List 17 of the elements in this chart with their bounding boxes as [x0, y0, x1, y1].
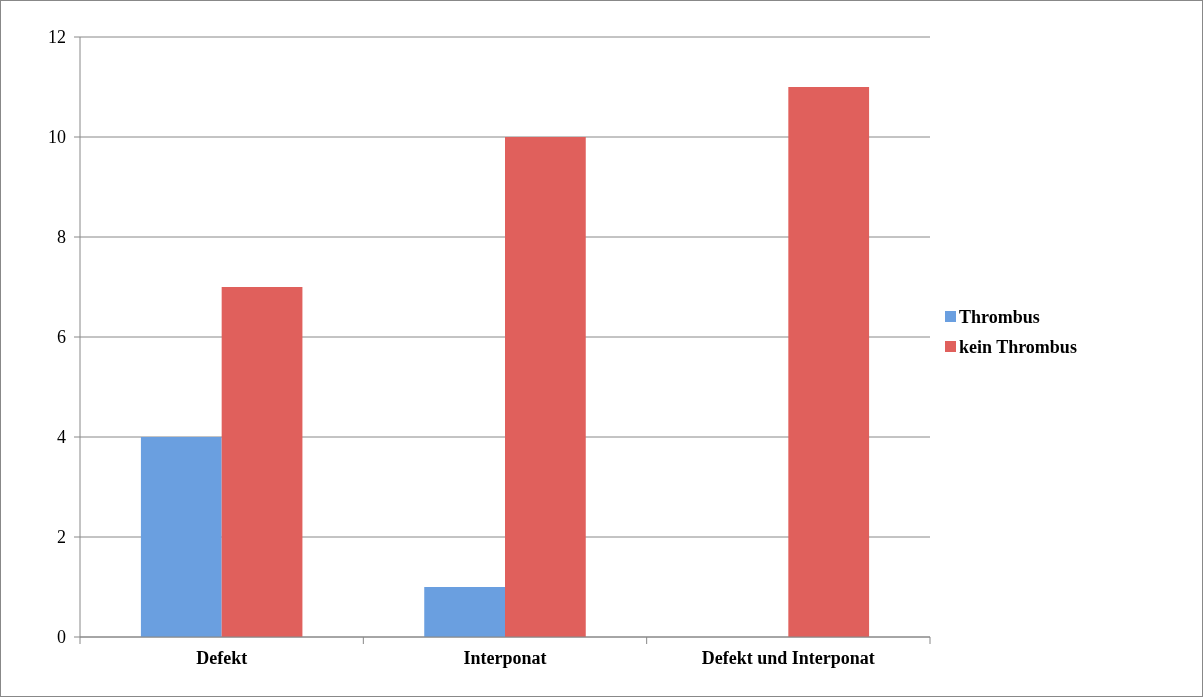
x-tick-label: Defekt und Interponat	[701, 648, 875, 668]
bar	[221, 287, 303, 637]
bar	[788, 87, 870, 637]
bar	[140, 437, 222, 637]
bar	[505, 137, 586, 637]
y-tick-label: 10	[48, 127, 66, 148]
y-tick-label: 4	[57, 427, 66, 448]
legend-label: Thrombus	[959, 307, 1040, 328]
bar	[424, 587, 505, 637]
y-tick-label: 2	[57, 527, 66, 548]
y-tick-label: 12	[48, 27, 66, 48]
x-tick-label: Interponat	[463, 648, 547, 668]
legend-label: kein Thrombus	[959, 337, 1077, 358]
x-tick-label: Defekt	[196, 648, 248, 668]
y-tick-label: 8	[57, 227, 66, 248]
y-tick-label: 6	[57, 327, 66, 348]
y-tick-label: 0	[57, 627, 66, 648]
